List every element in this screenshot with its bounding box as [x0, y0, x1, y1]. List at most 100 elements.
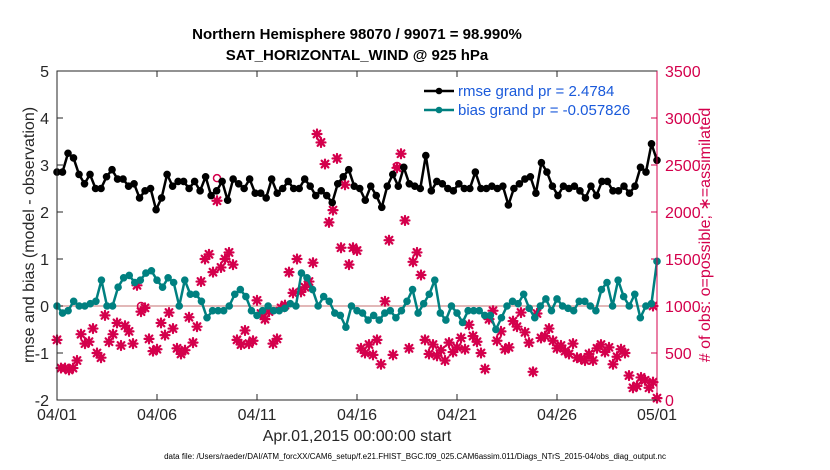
y-left-tick-label: 3: [40, 158, 49, 175]
bias-point: [597, 285, 606, 294]
assimilated-obs-marker: [363, 338, 375, 351]
rmse-point: [245, 175, 254, 183]
assimilated-obs-marker: [183, 311, 195, 323]
rmse-point: [499, 182, 507, 190]
assimilated-obs-marker: [151, 343, 163, 355]
bias-point: [108, 302, 117, 310]
bias-point: [325, 297, 334, 306]
rmse-point: [80, 180, 89, 188]
rmse-point: [570, 182, 579, 190]
bias-point: [408, 285, 417, 294]
assimilated-obs-marker: [383, 234, 395, 246]
bias-point: [580, 297, 589, 306]
assimilated-obs-marker: [451, 341, 463, 353]
rmse-point: [515, 180, 524, 188]
assimilated-obs-marker: [111, 317, 123, 329]
rmse-point: [532, 189, 540, 197]
assimilated-obs-marker: [387, 349, 399, 361]
bias-point: [369, 311, 378, 320]
rmse-point: [642, 168, 650, 176]
bias-point: [514, 299, 522, 308]
assimilated-obs-marker: [411, 246, 423, 259]
assimilated-obs-marker: [499, 343, 511, 355]
bias-point: [392, 313, 400, 322]
assimilated-obs-marker: [603, 341, 615, 353]
assimilated-obs-marker: [143, 333, 155, 345]
assimilated-obs-marker: [167, 322, 179, 335]
assimilated-obs-marker: [351, 244, 363, 257]
assimilated-obs-marker: [427, 338, 439, 351]
bias-point: [586, 302, 595, 310]
rmse-point: [636, 163, 645, 172]
bias-point: [314, 302, 322, 310]
bias-point: [69, 297, 78, 306]
rmse-point: [372, 191, 381, 200]
rmse-point: [102, 172, 111, 181]
rmse-point: [366, 182, 375, 190]
bias-point: [525, 304, 534, 313]
rmse-point: [295, 184, 304, 193]
y-left-tick-label: 5: [40, 64, 49, 81]
bias-point: [492, 325, 500, 334]
rmse-point: [399, 163, 408, 172]
assimilated-obs-marker: [323, 216, 335, 228]
bias-point: [414, 309, 422, 317]
rmse-point: [355, 184, 364, 193]
bias-point: [253, 311, 261, 320]
y-left-tick-label: 1: [40, 252, 49, 269]
assimilated-obs-marker: [291, 253, 303, 265]
bias-point: [536, 302, 545, 310]
rmse-point: [278, 184, 287, 193]
assimilated-obs-marker: [107, 328, 119, 340]
legend-entry: bias grand pr = -0.057826: [458, 102, 630, 119]
assimilated-obs-marker: [647, 376, 659, 388]
rmse-point: [185, 184, 193, 193]
assimilated-obs-marker: [315, 136, 327, 149]
y-left-tick-label: -2: [35, 393, 49, 410]
assimilated-obs-marker: [191, 321, 203, 333]
rmse-point: [361, 196, 370, 205]
rmse-point: [510, 184, 518, 193]
rmse-point: [58, 168, 67, 176]
assimilated-obs-marker: [187, 337, 199, 349]
legend-swatch-marker: [435, 87, 443, 95]
rmse-point: [394, 182, 403, 190]
assimilated-obs-marker: [99, 309, 111, 321]
rmse-point: [75, 170, 83, 179]
bias-point: [230, 290, 239, 299]
assimilated-obs-marker: [203, 248, 215, 260]
rmse-point: [344, 165, 353, 174]
bias-point: [280, 304, 289, 313]
y-left-tick-label: 2: [40, 205, 49, 222]
assimilated-obs-marker: [511, 321, 523, 333]
rmse-point: [86, 170, 94, 179]
legend-swatch-marker: [435, 106, 443, 114]
rmse-point: [207, 191, 215, 200]
assimilated-obs-marker: [491, 335, 503, 347]
bias-point: [169, 278, 178, 287]
y-right-tick-label: 500: [665, 346, 692, 363]
bias-point: [519, 290, 528, 299]
bias-point: [442, 316, 450, 324]
rmse-point: [422, 151, 430, 160]
assimilated-obs-marker: [503, 341, 515, 353]
bias-point: [625, 302, 634, 310]
bias-point: [164, 274, 172, 282]
x-tick-label: 04/11: [238, 407, 277, 424]
bias-point: [219, 306, 228, 315]
bias-point: [647, 299, 656, 308]
rmse-point: [69, 154, 78, 162]
rmse-point: [218, 177, 226, 186]
bias-point: [636, 313, 645, 322]
bias-point: [608, 302, 617, 310]
rmse-point: [625, 189, 634, 197]
assimilated-obs-marker: [455, 332, 467, 344]
bias-point: [386, 306, 395, 315]
rmse-point: [168, 182, 177, 190]
y-axis-label-left: rmse and bias (model - observation): [21, 107, 38, 363]
rmse-point: [317, 187, 326, 195]
assimilated-obs-marker: [543, 322, 555, 335]
bias-point: [153, 276, 161, 284]
bias-point: [430, 276, 439, 284]
